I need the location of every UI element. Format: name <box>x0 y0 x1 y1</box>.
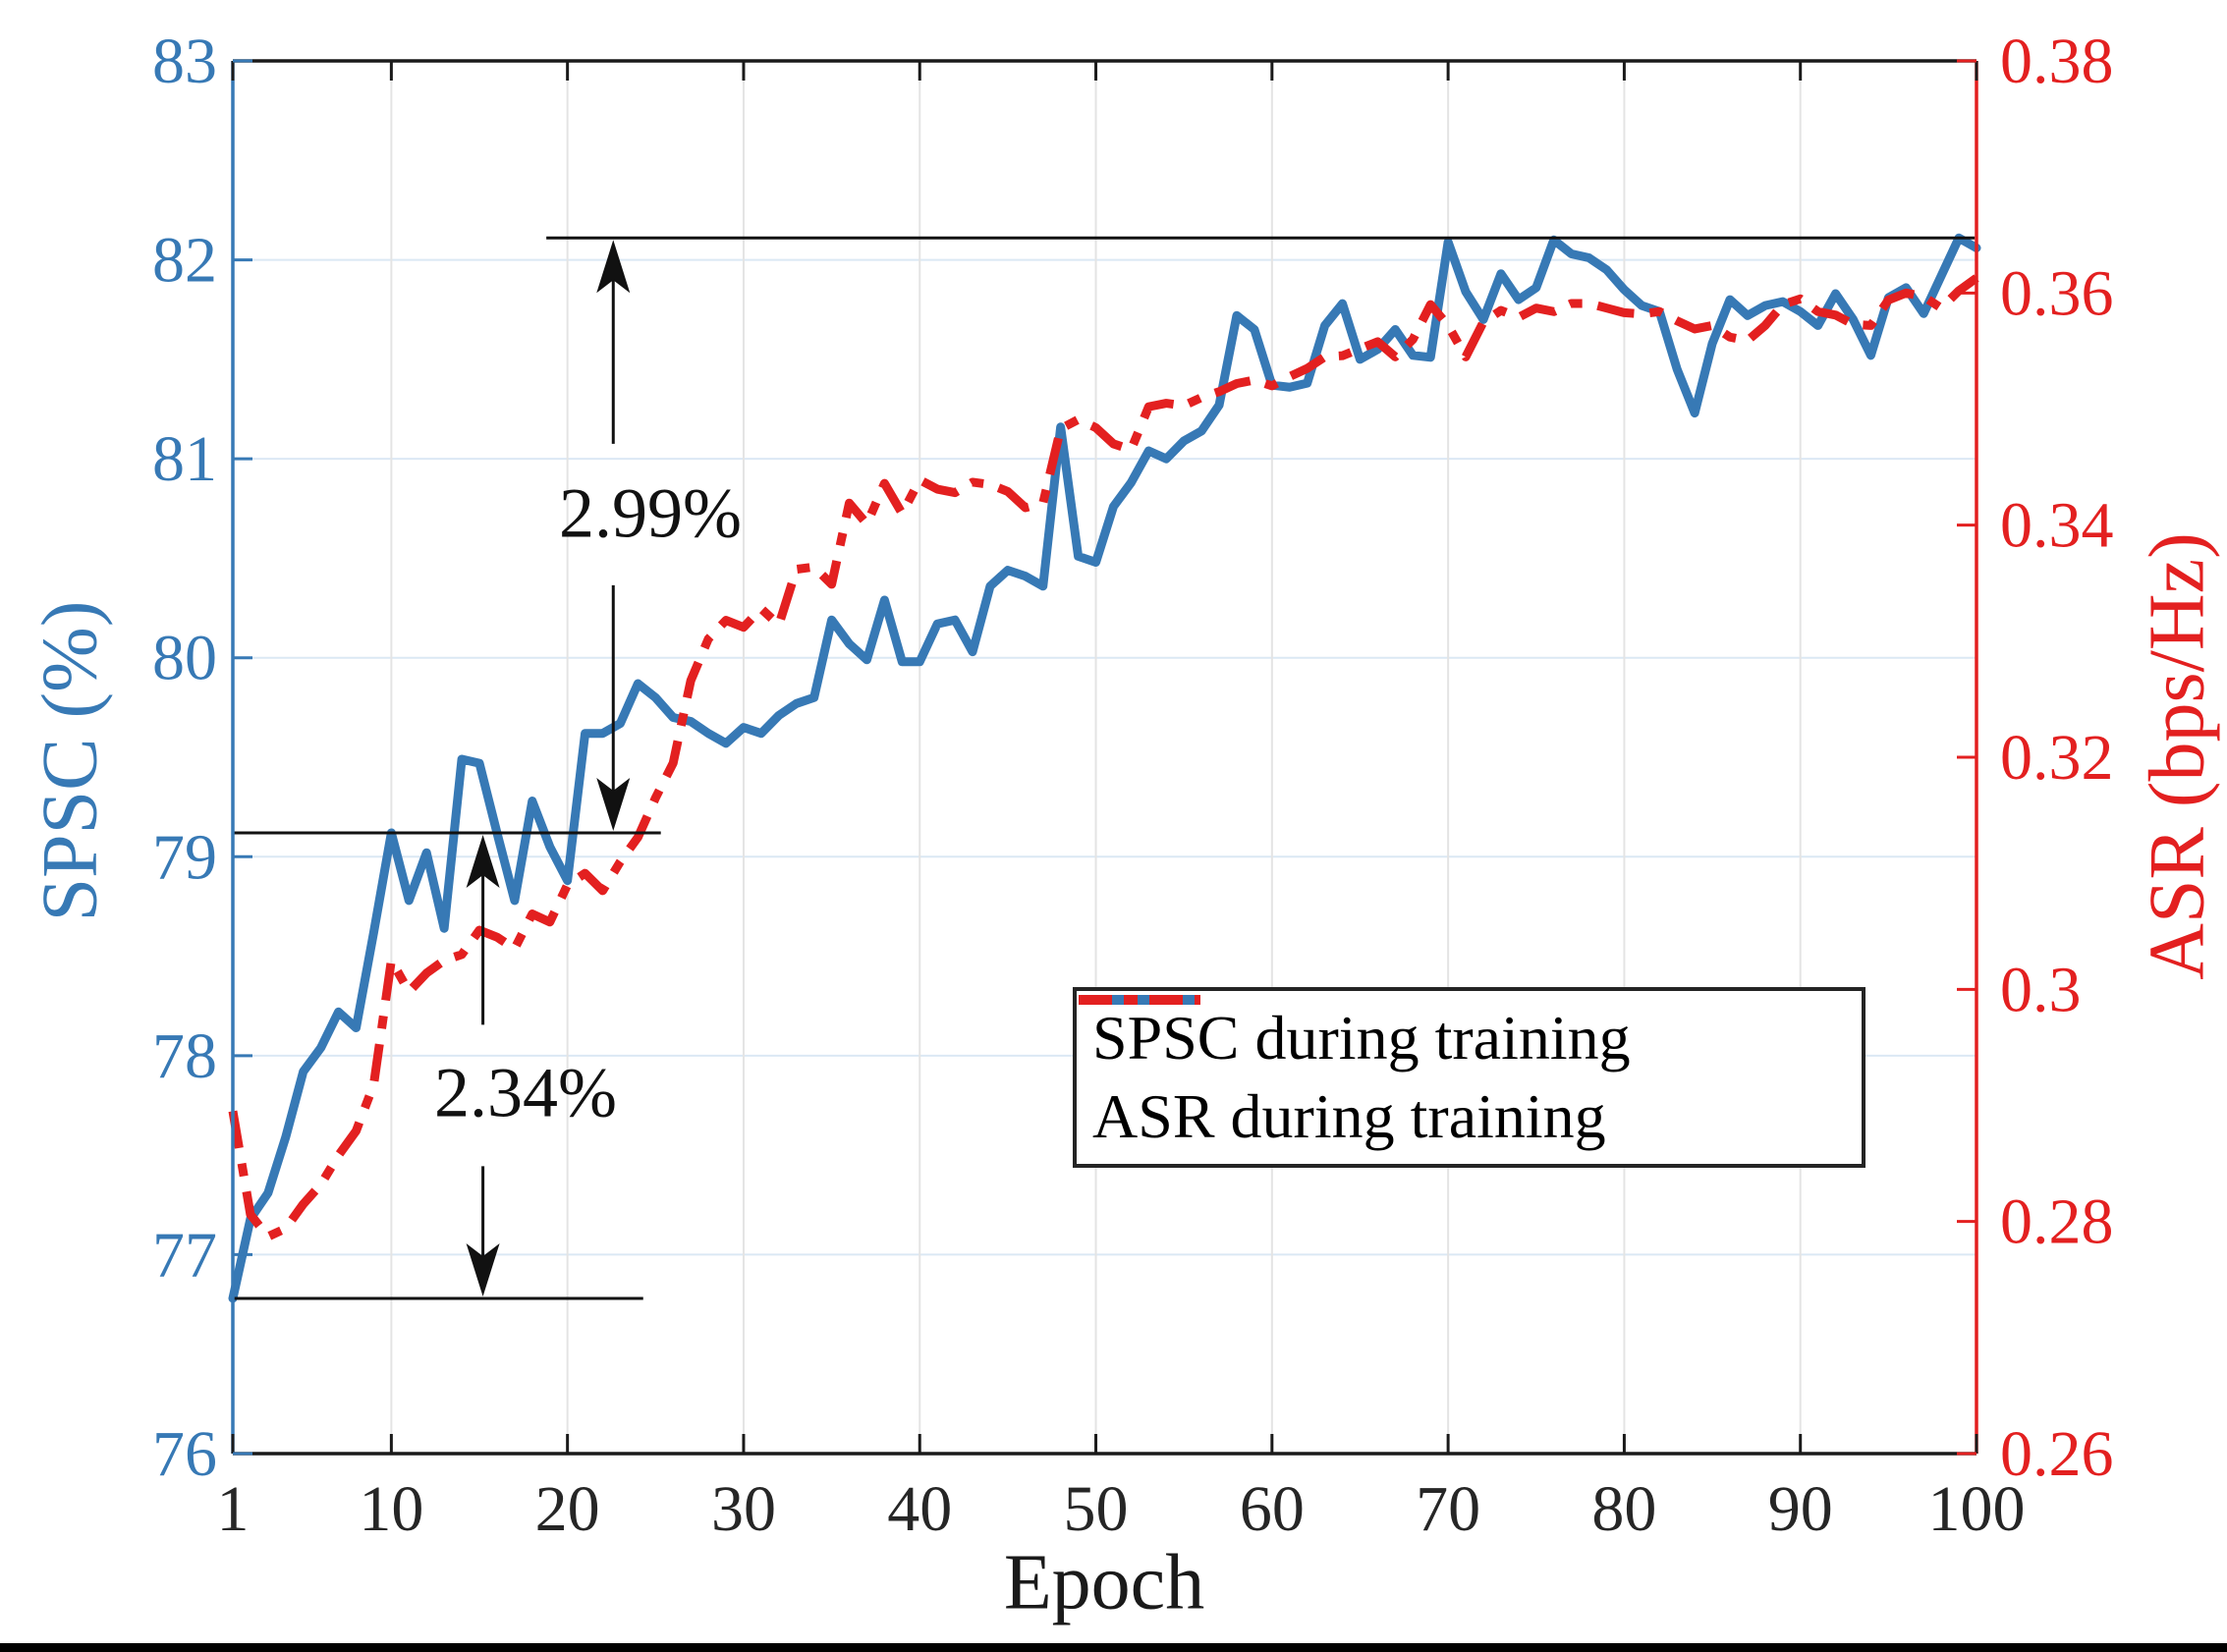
left-y-tick-label: 79 <box>152 821 217 893</box>
right-y-tick-label: 0.3 <box>2000 954 2082 1025</box>
left-y-tick-label: 80 <box>152 623 217 694</box>
x-tick-label: 60 <box>1240 1473 1305 1545</box>
x-tick-label: 80 <box>1591 1473 1656 1545</box>
x-tick-label: 50 <box>1064 1473 1129 1545</box>
page-bottom-rule <box>0 1643 2227 1652</box>
legend-asr-line-swatch <box>1079 995 1200 1005</box>
right-y-axis-title: ASR (bps/Hz) <box>2134 532 2221 980</box>
spsc-series-line <box>228 233 1981 1303</box>
x-tick-label: 20 <box>535 1473 600 1545</box>
x-tick-label: 40 <box>887 1473 952 1545</box>
arrowhead-down-icon <box>596 777 631 831</box>
right-y-tick-label: 0.32 <box>2000 722 2114 794</box>
x-tick-label: 100 <box>1928 1473 2026 1545</box>
x-tick-label: 90 <box>1768 1473 1833 1545</box>
right-y-tick-label: 0.38 <box>2000 26 2114 97</box>
legend-entry-spsc: SPSC during training <box>1077 995 1862 1073</box>
left-y-axis-title: SPSC (%) <box>27 600 114 922</box>
legend-entry-asr: ASR during training <box>1077 995 1862 1151</box>
left-y-tick-label: 78 <box>152 1020 217 1092</box>
left-y-tick-label: 77 <box>152 1219 217 1291</box>
arrowhead-down-icon <box>466 1242 500 1296</box>
annotation-gap-2-99: 2.99% <box>559 473 742 553</box>
left-y-tick-label: 82 <box>152 225 217 297</box>
legend-asr-label: ASR during training <box>1092 1081 1606 1151</box>
x-tick-label: 30 <box>711 1473 776 1545</box>
right-y-tick-label: 0.36 <box>2000 257 2114 329</box>
annotation-gap-2-34: 2.34% <box>434 1053 617 1132</box>
x-tick-label: 70 <box>1416 1473 1480 1545</box>
legend: SPSC during training ASR during training <box>1073 987 1865 1168</box>
left-y-tick-label: 76 <box>152 1418 217 1490</box>
x-axis-title: Epoch <box>1003 1539 1205 1626</box>
arrowhead-up-icon <box>596 240 631 294</box>
left-y-tick-label: 83 <box>152 26 217 97</box>
right-y-tick-label: 0.28 <box>2000 1186 2114 1258</box>
left-y-tick-label: 81 <box>152 423 217 495</box>
x-tick-label: 1 <box>217 1473 250 1545</box>
asr-series-line <box>228 274 1979 1241</box>
right-y-tick-label: 0.26 <box>2000 1418 2114 1490</box>
legend-spsc-label: SPSC during training <box>1092 1003 1631 1073</box>
x-tick-label: 10 <box>359 1473 423 1545</box>
right-y-tick-label: 0.34 <box>2000 490 2114 562</box>
arrowhead-up-icon <box>466 834 500 888</box>
